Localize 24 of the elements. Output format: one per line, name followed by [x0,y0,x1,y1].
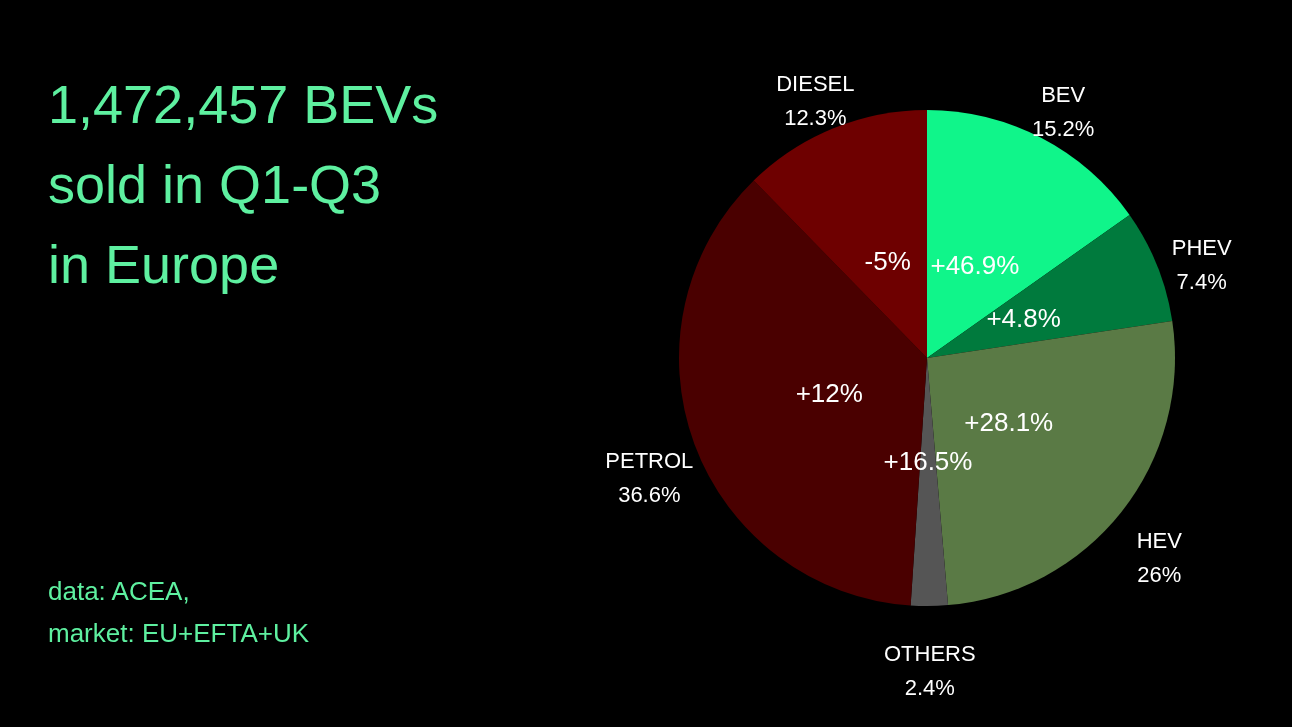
text: +46.9% [930,249,1020,280]
text: +28.1% [964,406,1054,437]
pie-slice [927,110,1130,358]
text: 1,472,457 BEVs sold in Q1-Q3 in Europe [48,74,439,294]
slice-label: HEV [1136,528,1183,554]
slice-label: PHEV [1171,234,1232,260]
text: +4.8% [986,303,1061,334]
data-label: 15.2% [1031,116,1095,142]
text: -5% [864,245,911,276]
data-label: 2.4% [904,674,955,700]
slice-label: PETROL [605,447,694,473]
slice-label: BEV [1041,82,1086,108]
data-label: 36.6% [618,481,681,507]
slice-label: OTHERS [883,640,976,666]
text: market: EU+EFTA+UK [48,618,310,648]
data-label: 7.4% [1176,268,1227,294]
pie-slice [927,214,1173,358]
pie-slice [753,110,927,358]
slice-label: DIESEL [776,70,855,96]
text: data: ACEA, [48,576,190,606]
text: +12% [795,378,863,409]
data-label: 12.3% [784,104,847,130]
data-label: 26% [1137,562,1182,588]
text: +16.5% [883,446,973,477]
